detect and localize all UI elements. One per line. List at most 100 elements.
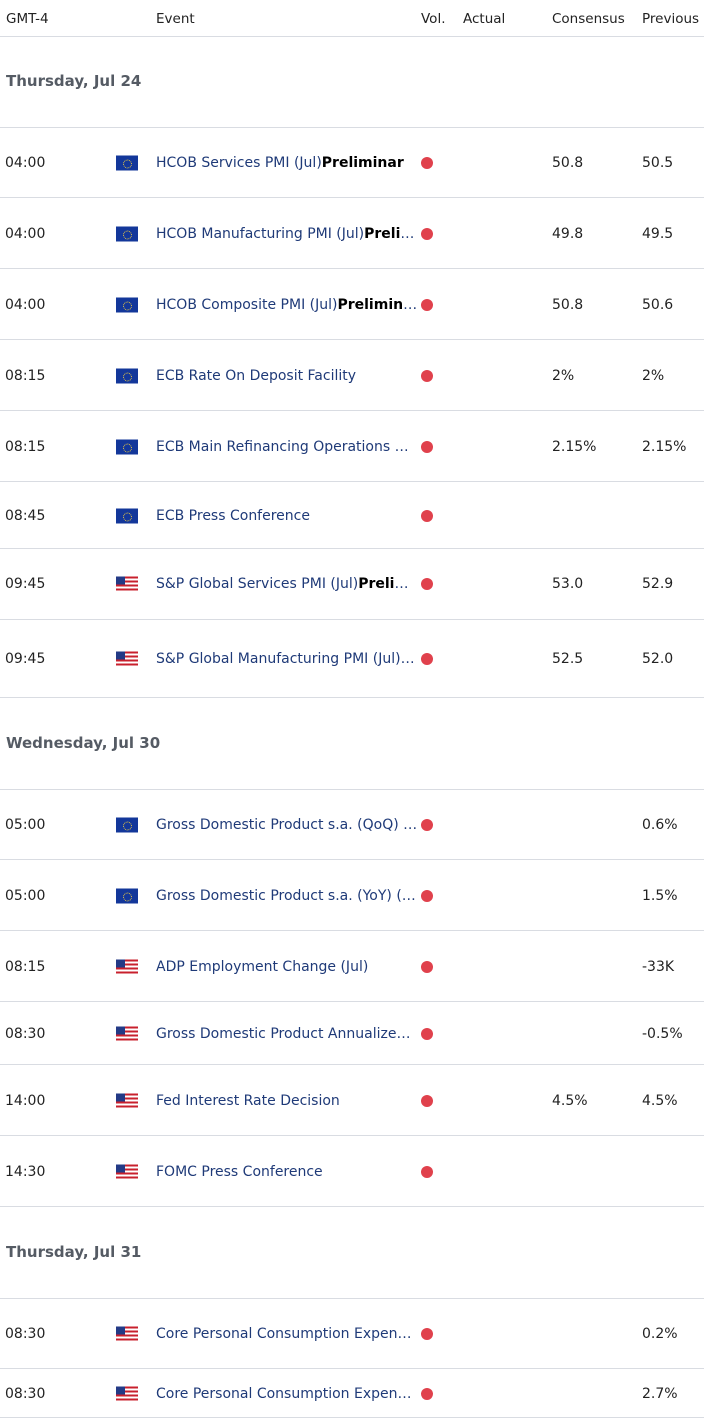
event-time: 04:00	[5, 225, 46, 242]
event-name[interactable]: Core Personal Consumption Expendi…	[156, 1326, 418, 1342]
previous-value: 50.6	[642, 296, 674, 313]
day-header: Thursday, Jul 24	[6, 72, 142, 90]
event-row[interactable]: 08:45 ECB Press Conference	[0, 483, 704, 549]
previous-value: -0.5%	[642, 1025, 683, 1042]
event-row[interactable]: 05:00 Gross Domestic Product s.a. (YoY) (…	[0, 861, 704, 931]
event-name[interactable]: Gross Domestic Product s.a. (YoY) (Q…	[156, 888, 418, 904]
previous-value: 2.7%	[642, 1385, 678, 1402]
event-row[interactable]: 09:45 S&P Global Manufacturing PMI (Jul)P…	[0, 620, 704, 698]
event-column-header: Event	[156, 11, 195, 27]
event-row[interactable]: 08:30 Gross Domestic Product Annualized ……	[0, 1003, 704, 1065]
eu-flag-icon	[116, 439, 138, 454]
eu-flag-icon	[116, 368, 138, 383]
consensus-value: 52.5	[552, 650, 584, 667]
volatility-dot-icon	[421, 960, 433, 973]
volatility-dot-icon	[421, 1387, 433, 1400]
event-title: Gross Domestic Product Annualized …	[156, 1025, 418, 1042]
event-row[interactable]: 08:15 ECB Main Refinancing Operations Ra……	[0, 412, 704, 482]
previous-column-header: Previous	[642, 11, 700, 27]
volatility-dot-icon	[421, 227, 433, 240]
event-time: 04:00	[5, 154, 46, 171]
event-tag: Prelimi…	[358, 576, 418, 592]
event-row[interactable]: 08:15 ECB Rate On Deposit Facility 2% 2%	[0, 341, 704, 411]
us-flag-icon	[116, 1326, 138, 1341]
volatility-dot-icon	[421, 578, 433, 590]
event-title: FOMC Press Conference	[156, 1163, 323, 1180]
event-time: 08:15	[5, 367, 46, 384]
volatility-dot-icon	[421, 1327, 433, 1340]
previous-value: 4.5%	[642, 1092, 678, 1109]
previous-value: 2.15%	[642, 438, 687, 455]
event-title: ADP Employment Change (Jul)	[156, 958, 369, 975]
previous-value: 52.9	[642, 576, 674, 592]
event-name[interactable]: HCOB Manufacturing PMI (Jul)Prelim…	[156, 226, 418, 242]
consensus-value: 4.5%	[552, 1092, 588, 1109]
previous-value: 0.6%	[642, 816, 678, 833]
event-name[interactable]: Core Personal Consumption Expendi…	[156, 1386, 418, 1402]
event-name[interactable]: HCOB Composite PMI (Jul)Preliminar	[156, 297, 418, 313]
consensus-value: 53.0	[552, 576, 584, 592]
event-row[interactable]: 08:30 Core Personal Consumption Expendi… 0…	[0, 1299, 704, 1369]
timezone-label[interactable]: GMT-4	[6, 11, 49, 27]
event-name[interactable]: Gross Domestic Product Annualized …	[156, 1026, 418, 1042]
event-name[interactable]: FOMC Press Conference	[156, 1164, 418, 1180]
event-time: 08:45	[5, 507, 46, 524]
volatility-dot-icon	[421, 1094, 433, 1107]
event-time: 05:00	[5, 816, 46, 833]
volatility-dot-icon	[421, 1027, 433, 1040]
event-name[interactable]: S&P Global Services PMI (Jul)Prelimi…	[156, 576, 418, 592]
event-row[interactable]: 09:45 S&P Global Services PMI (Jul)Prelim…	[0, 549, 704, 620]
volatility-dot-icon	[421, 889, 433, 902]
event-name[interactable]: ECB Main Refinancing Operations Ra…	[156, 439, 418, 455]
event-row[interactable]: 14:00 Fed Interest Rate Decision 4.5% 4.5%	[0, 1066, 704, 1136]
consensus-value: 50.8	[552, 296, 584, 313]
us-flag-icon	[116, 651, 138, 666]
volatility-dot-icon	[421, 369, 433, 382]
event-name[interactable]: Fed Interest Rate Decision	[156, 1093, 418, 1109]
event-name[interactable]: ADP Employment Change (Jul)	[156, 959, 418, 975]
previous-value: -33K	[642, 958, 675, 975]
actual-column-header: Actual	[463, 11, 506, 27]
event-time: 08:30	[5, 1385, 46, 1402]
eu-flag-icon	[116, 817, 138, 832]
us-flag-icon	[116, 1026, 138, 1041]
consensus-value: 2%	[552, 367, 575, 384]
event-tag: Prelim…	[364, 225, 418, 242]
event-time: 08:15	[5, 438, 46, 455]
event-name[interactable]: S&P Global Manufacturing PMI (Jul)P…	[156, 651, 418, 667]
eu-flag-icon	[116, 508, 138, 523]
volatility-dot-icon	[421, 652, 433, 665]
event-row[interactable]: 08:30 Core Personal Consumption Expendi… 2…	[0, 1370, 704, 1418]
event-title: HCOB Composite PMI (Jul)	[156, 296, 338, 313]
event-row[interactable]: 04:00 HCOB Services PMI (Jul)Preliminar 50…	[0, 128, 704, 198]
previous-value: 49.5	[642, 225, 674, 242]
day-header: Wednesday, Jul 30	[6, 734, 161, 752]
event-name[interactable]: HCOB Services PMI (Jul)Preliminar	[156, 155, 418, 171]
event-title: Core Personal Consumption Expendi…	[156, 1385, 418, 1402]
day-header: Thursday, Jul 31	[6, 1243, 142, 1261]
us-flag-icon	[116, 1386, 138, 1401]
event-row[interactable]: 08:15 ADP Employment Change (Jul) -33K	[0, 932, 704, 1002]
event-row[interactable]: 04:00 HCOB Manufacturing PMI (Jul)Prelim……	[0, 199, 704, 269]
event-time: 08:30	[5, 1025, 46, 1042]
event-row[interactable]: 04:00 HCOB Composite PMI (Jul)Preliminar 5…	[0, 270, 704, 340]
event-name[interactable]: ECB Rate On Deposit Facility	[156, 368, 418, 384]
event-name[interactable]: Gross Domestic Product s.a. (QoQ) (…	[156, 817, 418, 833]
event-row[interactable]: 14:30 FOMC Press Conference	[0, 1137, 704, 1207]
event-time: 09:45	[5, 576, 46, 592]
previous-value: 1.5%	[642, 887, 678, 904]
event-title: Gross Domestic Product s.a. (QoQ) (…	[156, 816, 418, 833]
event-name[interactable]: ECB Press Conference	[156, 508, 418, 524]
us-flag-icon	[116, 959, 138, 974]
event-time: 09:45	[5, 650, 46, 667]
eu-flag-icon	[116, 226, 138, 241]
event-title: S&P Global Manufacturing PMI (Jul)	[156, 650, 401, 667]
volatility-dot-icon	[421, 818, 433, 831]
event-tag: Preliminar	[337, 296, 418, 313]
event-row[interactable]: 05:00 Gross Domestic Product s.a. (QoQ) (…	[0, 790, 704, 860]
previous-value: 0.2%	[642, 1325, 678, 1342]
eu-flag-icon	[116, 297, 138, 312]
volatility-dot-icon	[421, 298, 433, 311]
event-time: 08:15	[5, 958, 46, 975]
event-time: 14:00	[5, 1092, 46, 1109]
